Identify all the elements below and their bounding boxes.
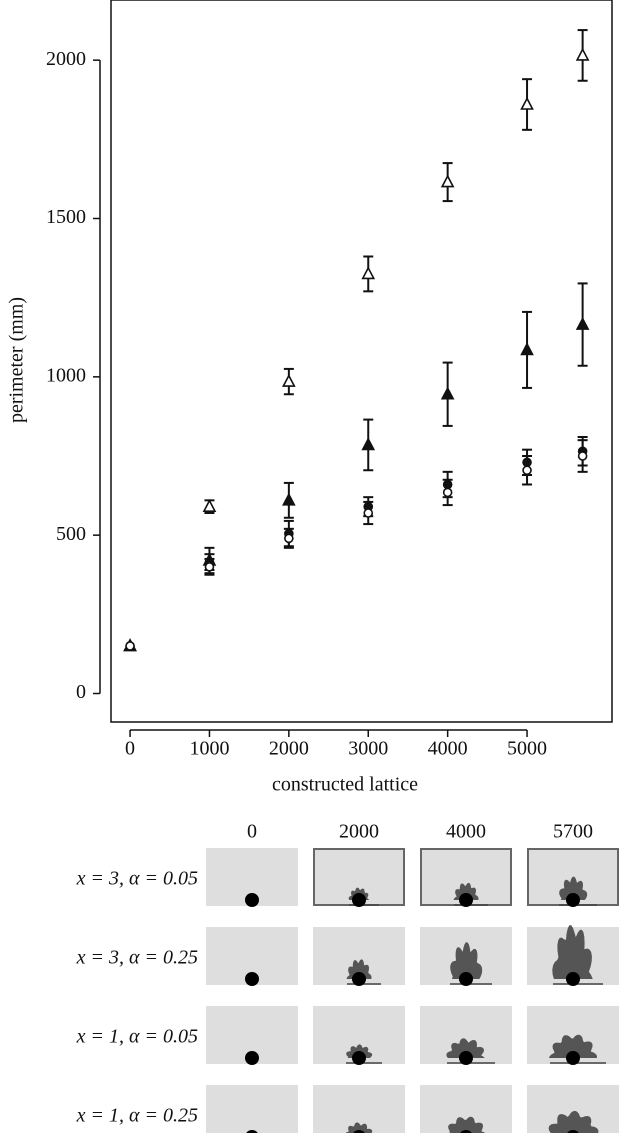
seed-dot [566,972,580,986]
cluster-blob [346,959,372,979]
seed-dot [459,1051,473,1065]
x-tick-label: 5000 [507,738,547,760]
column-label: 0 [247,821,257,843]
marker [202,498,217,512]
marker [522,457,532,468]
y-tick-label: 1000 [46,364,86,386]
seed-dot [459,972,473,986]
marker [442,479,453,490]
y-axis-label: perimeter (mm) [6,297,28,423]
column-label: 5700 [553,821,593,843]
thumbnail [206,1085,298,1133]
seed-dot [352,972,366,986]
seed-dot [352,893,366,907]
marker [520,96,534,110]
seed-dot [566,1051,580,1065]
plot-frame [110,0,613,723]
marker [282,492,296,506]
x-tick-label: 2000 [269,738,309,760]
y-tick-label: 1500 [46,206,86,228]
cluster-blob [345,1122,373,1133]
marker [204,562,215,572]
seed-dot [352,1051,366,1065]
marker [442,487,453,498]
column-label: 2000 [339,821,379,843]
x-axis-label: constructed lattice [272,774,418,796]
marker [361,266,376,280]
marker [440,386,455,400]
marker [361,437,376,451]
marker [125,641,135,651]
marker [520,342,534,356]
seed-dot [566,893,580,907]
seed-dot [246,1130,258,1133]
cluster-blob [548,1034,597,1058]
row-label: x = 3, α = 0.05 [76,868,198,890]
marker [575,316,590,330]
cluster-blob [552,925,593,979]
x-tick-label: 3000 [348,738,388,760]
marker [440,174,455,188]
seed-dot [245,893,259,907]
marker [363,508,374,518]
x-tick-label: 1000 [189,738,229,760]
seed-dot [245,972,259,986]
row-label: x = 1, α = 0.05 [76,1026,198,1048]
x-tick-label: 0 [125,738,135,760]
column-label: 4000 [446,821,486,843]
row-label: x = 1, α = 0.25 [76,1105,198,1127]
y-tick-label: 2000 [46,48,86,70]
seed-dot [245,1051,259,1065]
seed-dot [460,1130,472,1133]
marker [577,451,588,461]
seed-dot [459,893,473,907]
cluster-blob [559,876,588,900]
cluster-blob [448,1116,486,1133]
marker [284,533,294,544]
seed-dot [353,1130,365,1133]
cluster-blob [548,1110,599,1133]
marker [522,465,532,476]
x-tick-label: 4000 [428,738,468,760]
cluster-blob [446,1038,485,1058]
marker [575,47,590,61]
seed-dot [567,1130,579,1133]
cluster-blob [453,882,479,900]
marker [282,373,296,387]
y-tick-label: 500 [56,523,86,545]
cluster-blob [450,942,483,979]
y-tick-label: 0 [76,681,86,703]
row-label: x = 3, α = 0.25 [76,947,198,969]
